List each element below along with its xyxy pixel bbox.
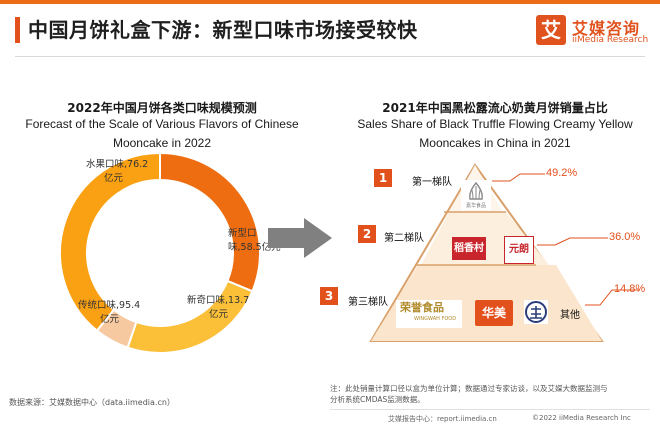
brand-yuenlong-logo: 元朗 <box>504 236 534 264</box>
footer-divider <box>330 409 650 410</box>
maxim-emblem-icon: 美心 <box>525 301 547 323</box>
slice-label-traditional: 传统口味,95.4 亿元 <box>78 299 140 327</box>
tier-2-label: 第二梯队 <box>384 233 424 244</box>
donut-chart-title-en-line2: Mooncake in 2022 <box>112 136 212 150</box>
tier-1-value: 49.2% <box>546 167 578 179</box>
top-accent-bar <box>0 0 660 4</box>
slice-label-exotic-line2: 亿元 <box>209 309 229 320</box>
tier-3-label: 第三梯队 <box>348 297 388 308</box>
brand-daoxiangcun-text: 稻香村 <box>454 243 484 254</box>
footnote: 注：此处销量计算口径以盒为单位计算；数据通过专家访谈，以及艾媒大数据监测与 分析… <box>330 383 608 405</box>
donut-chart-title-cn: 2022年中国月饼各类口味规模预测 <box>67 101 257 115</box>
pct-leader-3 <box>585 289 640 306</box>
tier-1-label: 第一梯队 <box>412 177 452 188</box>
slice-label-fruit-line2: 亿元 <box>104 173 124 184</box>
iimedia-logo: 艾 艾媒咨询 iiMedia Research <box>536 15 654 49</box>
header-divider <box>15 56 645 57</box>
slice-label-exotic: 新奇口味,13.7 亿元 <box>187 294 249 322</box>
slice-label-fruit-line1: 水果口味,76.2 <box>86 159 149 170</box>
slice-label-novel: 新型口 味,58.5亿元 <box>228 227 281 255</box>
footer-report-center: 艾媒报告中心：report.iimedia.cn <box>388 415 497 423</box>
brand-other-label: 其他 <box>560 310 580 321</box>
slice-label-novel-line1: 新型口 <box>228 228 257 239</box>
page-title: 中国月饼礼盒下游：新型口味市场接受较快 <box>28 18 418 42</box>
slice-label-traditional-line2: 亿元 <box>100 314 120 325</box>
brand-jiahua-logo: 嘉华食品 <box>461 180 491 210</box>
logo-name-en: iiMedia Research <box>572 35 649 45</box>
brand-maxim-logo: 美心 <box>524 300 548 324</box>
brand-yuenlong-text: 元朗 <box>509 244 529 255</box>
slice-label-novel-line2: 味,58.5亿元 <box>228 242 281 253</box>
logo-mark: 艾 <box>536 15 566 45</box>
jiahua-emblem-icon: 嘉华食品 <box>466 181 486 209</box>
donut-slice-3 <box>59 151 161 332</box>
pyramid-chart-title-en-line1: Sales Share of Black Truffle Flowing Cre… <box>357 117 633 131</box>
tier-2-value: 36.0% <box>609 231 641 243</box>
tier-2-number: 2 <box>358 225 376 243</box>
right-arrow-icon <box>268 218 332 258</box>
tier-3-number: 3 <box>320 287 338 305</box>
slice-label-fruit: 水果口味,76.2 亿元 <box>86 158 148 186</box>
logo-name-cn: 艾媒咨询 <box>572 19 641 38</box>
brand-daoxiangcun-logo: 稻香村 <box>452 237 486 260</box>
slice-label-traditional-line1: 传统口味,95.4 <box>78 300 141 311</box>
brand-jiahua-text: 嘉华食品 <box>466 202 486 209</box>
data-source: 数据来源：艾媒数据中心（data.iimedia.cn） <box>9 398 175 407</box>
pct-leader-1 <box>492 173 545 182</box>
footnote-line2: 分析系统CMDAS监测数据。 <box>330 395 425 404</box>
brand-huamei-logo: 华美 <box>475 300 513 326</box>
slice-label-exotic-line1: 新奇口味,13.7 <box>187 295 250 306</box>
brand-wingwah-text: 荣誉食品 <box>400 301 444 314</box>
brand-huamei-text: 华美 <box>481 306 506 320</box>
footer-copyright: ©2022 iiMedia Research Inc <box>532 414 631 422</box>
pyramid-chart-title-en-line2: Mooncakes in China in 2021 <box>419 136 571 150</box>
footnote-line1: 注：此处销量计算口径以盒为单位计算；数据通过专家访谈，以及艾媒大数据监测与 <box>330 384 608 393</box>
brand-wingwah-subtext: WINGWAH FOOD <box>414 316 457 322</box>
donut-chart-title-en-line1: Forecast of the Scale of Various Flavors… <box>25 117 299 131</box>
tier-3-value: 14.8% <box>614 283 646 295</box>
pct-leader-2 <box>537 237 608 246</box>
pyramid-chart-title-cn: 2021年中国黑松露流心奶黄月饼销量占比 <box>382 101 608 115</box>
brand-wingwah-logo: 荣誉食品 WINGWAH FOOD <box>396 300 462 328</box>
title-accent-mark <box>15 17 20 43</box>
tier-1-number: 1 <box>374 169 392 187</box>
